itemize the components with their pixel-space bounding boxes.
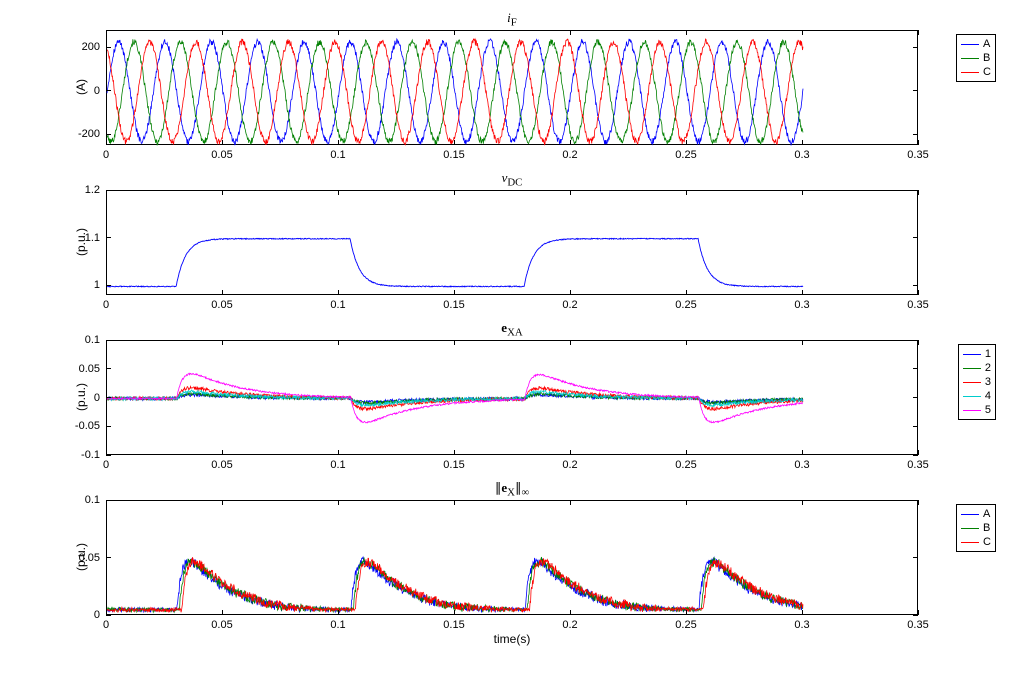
xtick-label: 0.2 bbox=[562, 149, 577, 161]
xtick-label: 0.3 bbox=[794, 619, 809, 631]
ytick-label: 1.1 bbox=[60, 232, 100, 244]
xtick-label: 0.35 bbox=[907, 619, 928, 631]
ytick-label: -200 bbox=[60, 128, 100, 140]
xtick-label: 0 bbox=[103, 619, 109, 631]
title-eXinf: ∥eX∥∞ bbox=[106, 480, 918, 499]
title-vDC: vDC bbox=[106, 170, 918, 189]
xtick-label: 0.15 bbox=[443, 459, 464, 471]
xtick-label: 0.1 bbox=[330, 619, 345, 631]
legend-entry: B bbox=[961, 51, 991, 65]
axes-eXinf bbox=[106, 500, 918, 615]
ytick-label: -0.05 bbox=[60, 420, 100, 432]
xtick-label: 0.25 bbox=[675, 299, 696, 311]
legend-entry: 1 bbox=[963, 347, 991, 361]
ytick-label: 0.1 bbox=[60, 334, 100, 346]
axes-iF bbox=[106, 30, 918, 145]
ytick-label: 0 bbox=[60, 609, 100, 621]
ytick-label: 0.05 bbox=[60, 552, 100, 564]
xtick-label: 0 bbox=[103, 149, 109, 161]
xtick-label: 0.05 bbox=[211, 619, 232, 631]
xtick-label: 0.1 bbox=[330, 149, 345, 161]
subplot-iF: iF (A) ABC -200020000.050.10.150.20.250.… bbox=[106, 30, 918, 185]
legend-entry: 4 bbox=[963, 389, 991, 403]
xtick-label: 0.3 bbox=[794, 299, 809, 311]
title-iF: iF bbox=[106, 10, 918, 29]
axes-eXA bbox=[106, 340, 918, 455]
ytick-label: 0.1 bbox=[60, 494, 100, 506]
xtick-label: 0.35 bbox=[907, 459, 928, 471]
legend-eXinf: ABC bbox=[956, 504, 996, 552]
ytick-label: 1 bbox=[60, 279, 100, 291]
xtick-label: 0.3 bbox=[794, 459, 809, 471]
ytick-label: 0 bbox=[60, 85, 100, 97]
subplot-vDC: vDC (p.u.) 11.11.200.050.10.150.20.250.3… bbox=[106, 190, 918, 340]
legend-eXA: 12345 bbox=[958, 344, 996, 420]
xtick-label: 0.05 bbox=[211, 459, 232, 471]
xtick-label: 0.2 bbox=[562, 459, 577, 471]
xtick-label: 0.15 bbox=[443, 299, 464, 311]
axes-vDC bbox=[106, 190, 918, 295]
xtick-label: 0.25 bbox=[675, 149, 696, 161]
legend-entry: A bbox=[961, 37, 991, 51]
canvas-vDC bbox=[107, 191, 919, 296]
ytick-label: 200 bbox=[60, 41, 100, 53]
legend-entry: C bbox=[961, 535, 991, 549]
xtick-label: 0.3 bbox=[794, 149, 809, 161]
xtick-label: 0.2 bbox=[562, 299, 577, 311]
xlabel: time(s) bbox=[106, 632, 918, 646]
title-eXA: eXA bbox=[106, 320, 918, 339]
xtick-label: 0.15 bbox=[443, 619, 464, 631]
legend-entry: 3 bbox=[963, 375, 991, 389]
xtick-label: 0.05 bbox=[211, 149, 232, 161]
ytick-label: 0 bbox=[60, 392, 100, 404]
xtick-label: 0.35 bbox=[907, 299, 928, 311]
figure: iF (A) ABC -200020000.050.10.150.20.250.… bbox=[106, 30, 918, 670]
legend-entry: 5 bbox=[963, 403, 991, 417]
subplot-eXinf: ∥eX∥∞ (p.u.) ABC time(s) 00.050.100.050.… bbox=[106, 500, 918, 655]
xtick-label: 0.25 bbox=[675, 459, 696, 471]
legend-entry: B bbox=[961, 521, 991, 535]
canvas-iF bbox=[107, 31, 919, 146]
ytick-label: 0.05 bbox=[60, 363, 100, 375]
xtick-label: 0.2 bbox=[562, 619, 577, 631]
xtick-label: 0.25 bbox=[675, 619, 696, 631]
legend-entry: 2 bbox=[963, 361, 991, 375]
xtick-label: 0.05 bbox=[211, 299, 232, 311]
canvas-eXA bbox=[107, 341, 919, 456]
xtick-label: 0.35 bbox=[907, 149, 928, 161]
xtick-label: 0 bbox=[103, 299, 109, 311]
legend-iF: ABC bbox=[956, 34, 996, 82]
ytick-label: -0.1 bbox=[60, 449, 100, 461]
xtick-label: 0.1 bbox=[330, 459, 345, 471]
xtick-label: 0.15 bbox=[443, 149, 464, 161]
ytick-label: 1.2 bbox=[60, 184, 100, 196]
legend-entry: C bbox=[961, 65, 991, 79]
canvas-eXinf bbox=[107, 501, 919, 616]
xtick-label: 0 bbox=[103, 459, 109, 471]
subplot-eXA: eXA (p.u.) 12345 -0.1-0.0500.050.100.050… bbox=[106, 340, 918, 495]
legend-entry: A bbox=[961, 507, 991, 521]
xtick-label: 0.1 bbox=[330, 299, 345, 311]
